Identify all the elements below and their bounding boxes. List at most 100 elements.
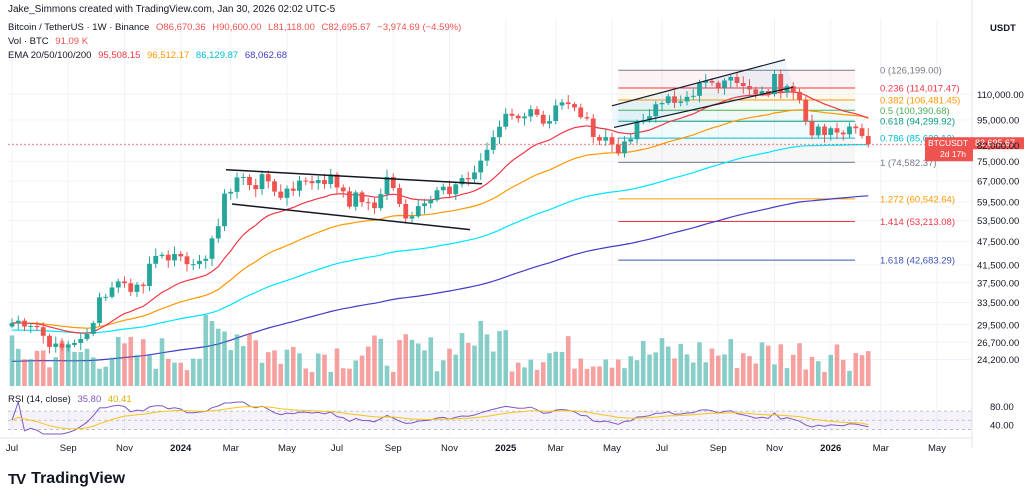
candle-body [759,91,765,95]
time-tick-label: Mar [873,443,889,454]
candle-body [109,287,115,297]
low-value: L81,118.00 [268,22,315,33]
created-by-header: Jake_Simmons created with TradingView.co… [8,4,336,15]
tradingview-brand[interactable]: TV TradingView [8,470,125,488]
volume-bar [328,371,334,386]
candle-body [478,160,484,173]
candle-body [803,99,809,122]
volume-bar [634,360,640,386]
pennant-upper-line [225,168,483,185]
fib-level-label: 0.618 (94,299.92) [880,117,955,128]
volume-bar [109,357,115,386]
candle-body [647,116,652,121]
rsi-tick-label: 80.00 [990,402,1014,413]
candle-body [590,118,596,137]
volume-bar [515,362,521,386]
candle-body [403,203,409,219]
volume-bar [372,335,377,386]
volume-bar [140,339,146,386]
time-tick-label: Sep [710,443,727,454]
candle-body [72,342,77,345]
candle-body [484,149,490,161]
volume-bar [465,342,471,386]
volume-bar [215,328,221,386]
time-tick-label: 2024 [170,443,192,454]
volume-bar [740,353,746,386]
candle-body [609,137,615,145]
volume-bar [640,340,646,386]
candle-body [697,82,702,96]
candle-body [222,193,227,227]
candle-body [628,139,634,142]
volume-bar [353,360,359,386]
ema20-value: 95,508.15 [98,50,141,61]
candle-body [78,339,84,343]
time-tick-label: Sep [385,443,402,454]
candle-body [34,325,40,328]
candle-body [709,80,715,83]
price-tick-label: 53,500.00 [977,216,1019,227]
candle-body [103,296,109,298]
volume-bar [178,362,184,386]
time-tick-label: Jul [331,443,343,454]
candle-body [228,191,234,194]
volume-bar [303,368,309,386]
volume-bar [659,338,665,386]
candle-body [740,82,746,87]
price-tick-label: 47,500.00 [977,237,1019,248]
volume-bar [409,339,415,386]
candle-body [215,226,221,239]
ema200-value: 68,062.68 [244,50,288,61]
candle-body [159,254,165,256]
candle-body [522,116,527,119]
volume-bar [522,367,527,386]
fib-level-label: 1 (74,582.37) [880,158,937,169]
tradingview-logo-icon: TV [8,470,26,488]
channel-upper-line [611,59,786,107]
rsi-pane: 80.00 40.00 [8,400,1014,435]
volume-bar [828,354,834,386]
trend-lines [225,59,794,231]
volume-bar [678,343,684,386]
rsi-ma-line [11,406,869,430]
candle-body [678,101,684,103]
candle-body [409,216,415,219]
volume-legend: Vol · BTC 91.09 K [8,36,92,47]
candle-body [778,73,784,93]
candle-body [622,141,627,154]
volume-bar [103,366,109,386]
candle-body [540,114,546,124]
ema50-line [11,109,869,329]
candle-body [672,96,677,103]
candle-body [534,109,540,115]
candle-body [815,126,821,136]
candle-body [165,254,171,261]
countdown-label: 2d 17h [940,149,966,159]
price-tick-label: 33,500.00 [977,298,1019,309]
time-tick-label: Nov [441,443,458,454]
axis-unit-label: USDT [990,23,1016,34]
candle-body [753,89,759,95]
candle-body [384,176,390,195]
rsi-line [11,400,869,435]
volume-bar [840,359,846,386]
candle-body [453,184,459,195]
volume-bar [184,370,190,386]
price-tick-label: 59,500.00 [977,197,1019,208]
candle-body [515,115,521,119]
candle-body [734,76,740,83]
volume-bar [384,365,390,386]
candle-body [509,113,515,116]
volume-bar [690,362,696,386]
price-tick-label: 82,000.00 [977,141,1019,152]
candle-body [578,107,584,118]
volume-bar [447,348,452,386]
candle-body [65,344,71,348]
candle-body [15,320,21,324]
candle-body [572,104,577,108]
volume-bar [47,367,52,386]
fib-level-label: 1.414 (53,213.08) [880,217,955,228]
candle-body [634,122,640,140]
price-tick-label: 37,500.00 [977,278,1019,289]
